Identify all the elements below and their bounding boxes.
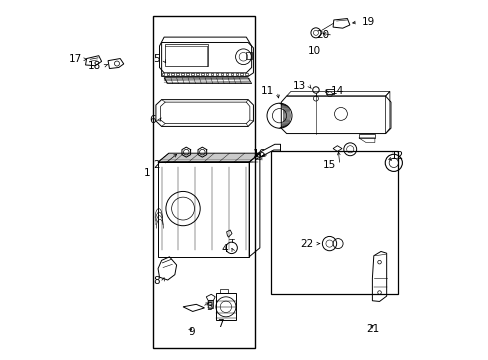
Text: 7: 7 [217, 319, 223, 329]
Bar [207, 300, 213, 307]
Text: 18: 18 [87, 61, 101, 71]
Text: 11: 11 [260, 86, 273, 96]
Bar [153, 16, 255, 348]
Text: 20: 20 [316, 30, 329, 40]
Text: 6: 6 [149, 115, 156, 125]
Text: 15: 15 [323, 160, 336, 170]
Bar [220, 289, 227, 293]
Text: 4: 4 [222, 244, 228, 253]
Text: 1: 1 [143, 168, 150, 178]
Text: 14: 14 [330, 86, 344, 96]
Text: 8: 8 [153, 276, 159, 286]
Text: 12: 12 [390, 151, 404, 161]
Text: 19: 19 [361, 17, 374, 27]
Text: 16: 16 [252, 149, 265, 159]
Bar [358, 134, 374, 138]
Text: 2: 2 [153, 159, 160, 170]
Text: 3: 3 [205, 302, 212, 312]
Bar [158, 162, 248, 257]
Bar [216, 293, 235, 320]
Bar [165, 44, 207, 66]
Text: 13: 13 [292, 81, 305, 91]
Text: 10: 10 [307, 46, 321, 56]
Text: 17: 17 [68, 54, 81, 64]
Bar [325, 89, 333, 94]
Bar [271, 152, 397, 294]
Text: 22: 22 [299, 239, 312, 249]
Text: 21: 21 [365, 324, 378, 334]
Bar [246, 52, 251, 59]
Text: 5: 5 [153, 54, 160, 64]
Text: 9: 9 [188, 327, 195, 337]
